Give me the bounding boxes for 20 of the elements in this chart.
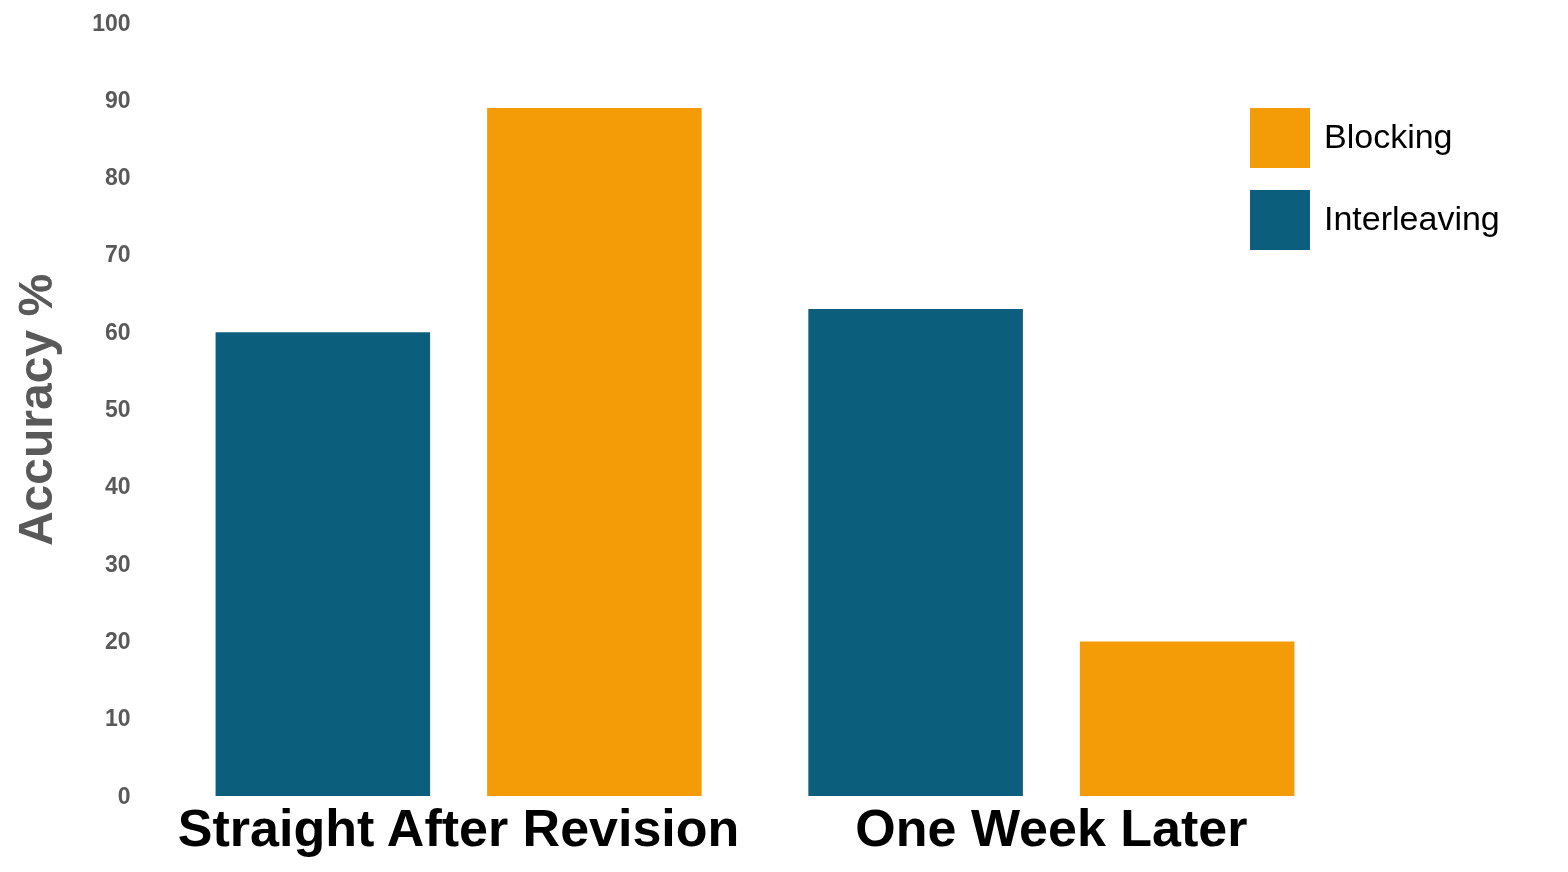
legend-label: Interleaving	[1324, 199, 1500, 237]
bar	[487, 108, 702, 796]
y-tick-label: 30	[104, 550, 131, 577]
y-tick-label: 70	[104, 241, 131, 268]
y-axis-title: Accuracy %	[9, 273, 63, 547]
y-tick-label: 10	[104, 705, 131, 732]
bar	[808, 309, 1023, 796]
x-tick-label: Straight After Revision	[177, 798, 740, 857]
y-tick-label: 0	[117, 782, 131, 809]
y-tick-label: 90	[104, 86, 131, 113]
y-tick-label: 80	[104, 164, 131, 191]
y-tick-label: 40	[104, 473, 131, 500]
bar	[215, 332, 431, 796]
y-tick-label: 20	[104, 627, 131, 654]
y-tick-label: 60	[104, 318, 131, 345]
y-tick-label: 100	[92, 9, 131, 36]
legend-label: Blocking	[1324, 117, 1453, 155]
y-tick-label: 50	[104, 396, 131, 422]
bar	[1079, 641, 1295, 796]
x-tick-label: One Week Later	[855, 798, 1248, 857]
